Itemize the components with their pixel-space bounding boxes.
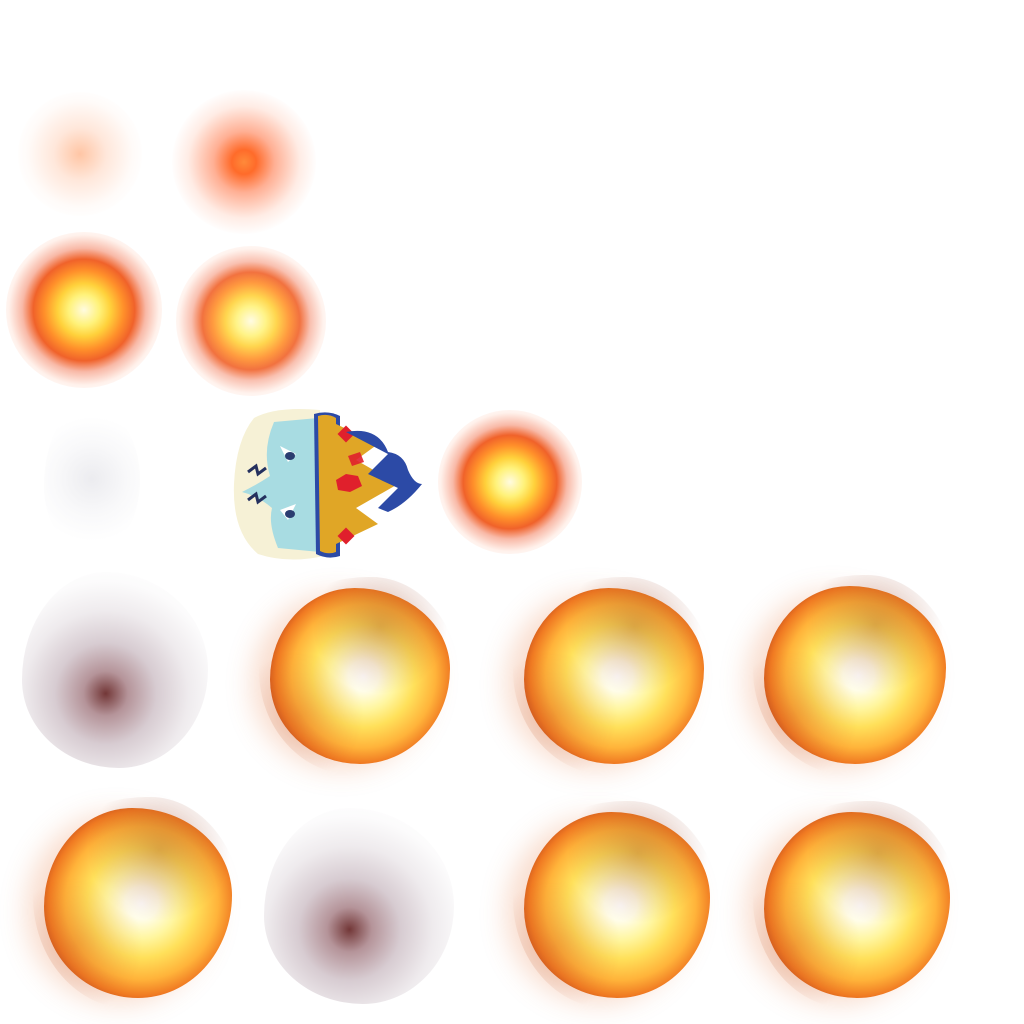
fireball-medium-icon <box>438 410 582 554</box>
king-head-icon <box>233 409 422 560</box>
explosion-icon <box>512 800 722 1010</box>
fireball-small-icon <box>176 246 326 396</box>
smoke-cloud-icon <box>22 572 208 768</box>
king-face <box>242 418 320 552</box>
faint-smoke-icon <box>44 404 140 554</box>
explosion-icon <box>513 577 715 775</box>
ember-glow-icon <box>172 90 316 234</box>
king-plume <box>346 430 422 512</box>
explosion-icon <box>753 575 957 775</box>
explosion-icon <box>259 577 461 775</box>
spark-glow-icon <box>18 92 142 216</box>
explosion-icon <box>752 800 962 1010</box>
smoke-cloud-icon <box>264 808 454 1004</box>
explosion-icon <box>32 796 244 1010</box>
fireball-small-icon <box>6 232 162 388</box>
